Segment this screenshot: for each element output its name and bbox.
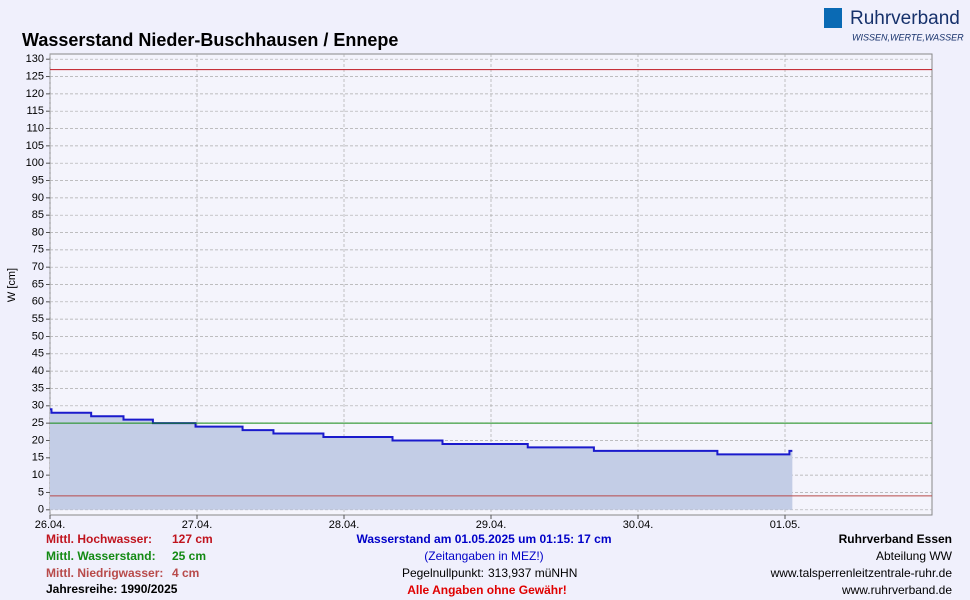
reference-value: 4 cm: [172, 566, 199, 580]
y-tick-label: 120: [26, 88, 44, 100]
x-tick-label: 26.04.: [35, 519, 66, 531]
footer: Jahresreihe: 1990/2025 Wasserstand am 01…: [46, 532, 953, 597]
gauge-zero: 313,937 müNHN: [488, 566, 577, 580]
y-tick-label: 20: [32, 434, 44, 446]
org: Ruhrverband Essen: [839, 532, 952, 546]
y-tick-label: 10: [32, 469, 44, 481]
y-tick-label: 40: [32, 365, 44, 377]
reference-label: Mittl. Wasserstand:: [46, 549, 156, 563]
y-tick-label: 5: [38, 486, 44, 498]
reference-label: Mittl. Hochwasser:: [46, 532, 152, 546]
y-tick-label: 105: [26, 140, 44, 152]
x-tick-label: 01.05.: [770, 519, 801, 531]
line: [50, 408, 793, 456]
chart-title: Wasserstand Nieder-Buschhausen / Ennepe: [22, 30, 398, 50]
y-tick-label: 85: [32, 209, 44, 221]
y-tick-label: 90: [32, 192, 44, 204]
y-tick-label: 60: [32, 296, 44, 308]
x-tick-label: 29.04.: [476, 519, 507, 531]
y-tick-label: 35: [32, 382, 44, 394]
gauge-zero-label: Pegelnullpunkt:: [402, 566, 484, 580]
y-tick-label: 70: [32, 261, 44, 273]
reference-value: 127 cm: [172, 532, 213, 546]
disclaimer: Alle Angaben ohne Gewähr!: [407, 583, 567, 597]
url: www.talsperrenleitzentrale-ruhr.de: [770, 566, 953, 580]
y-tick-label: 45: [32, 348, 44, 360]
y-tick-label: 130: [26, 53, 44, 65]
reference-value: 25 cm: [172, 549, 206, 563]
y-tick-label: 25: [32, 417, 44, 429]
y-tick-label: 110: [26, 122, 44, 134]
series-period: Jahresreihe: 1990/2025: [46, 582, 178, 596]
y-tick-label: 55: [32, 313, 44, 325]
y-tick-label: 100: [26, 157, 44, 169]
y-tick-label: 75: [32, 244, 44, 256]
y-tick-label: 65: [32, 278, 44, 290]
area: [50, 409, 793, 510]
logo: Ruhrverband WISSEN,WERTE,WASSER: [824, 8, 964, 42]
url: www.ruhrverband.de: [841, 583, 952, 597]
logo-name: Ruhrverband: [850, 8, 960, 29]
y-axis-label: W [cm]: [6, 268, 18, 302]
current-level: Wasserstand am 01.05.2025 um 01:15: 17 c…: [356, 532, 611, 546]
reference-label: Mittl. Niedrigwasser:: [46, 566, 163, 580]
y-tick-label: 95: [32, 174, 44, 186]
y-tick-label: 15: [32, 452, 44, 464]
x-tick-label: 30.04.: [623, 519, 654, 531]
y-tick-label: 80: [32, 226, 44, 238]
dept: Abteilung WW: [876, 549, 953, 563]
logo-mark: [824, 8, 842, 28]
x-tick-label: 28.04.: [329, 519, 360, 531]
y-tick-label: 30: [32, 400, 44, 412]
y-tick-label: 115: [26, 105, 44, 117]
y-tick-label: 50: [32, 330, 44, 342]
logo-slogan: WISSEN,WERTE,WASSER: [852, 32, 964, 42]
x-tick-label: 27.04.: [182, 519, 213, 531]
timezone-note: (Zeitangaben in MEZ!): [424, 549, 543, 563]
y-tick-label: 0: [38, 504, 44, 516]
y-tick-label: 125: [26, 70, 44, 82]
